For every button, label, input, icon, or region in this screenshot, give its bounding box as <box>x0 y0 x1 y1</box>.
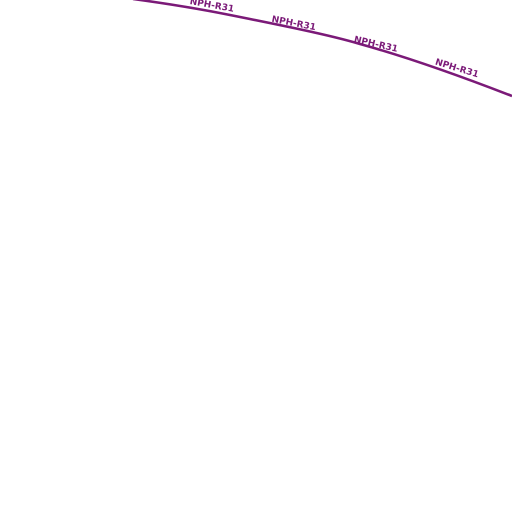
road <box>132 0 512 98</box>
